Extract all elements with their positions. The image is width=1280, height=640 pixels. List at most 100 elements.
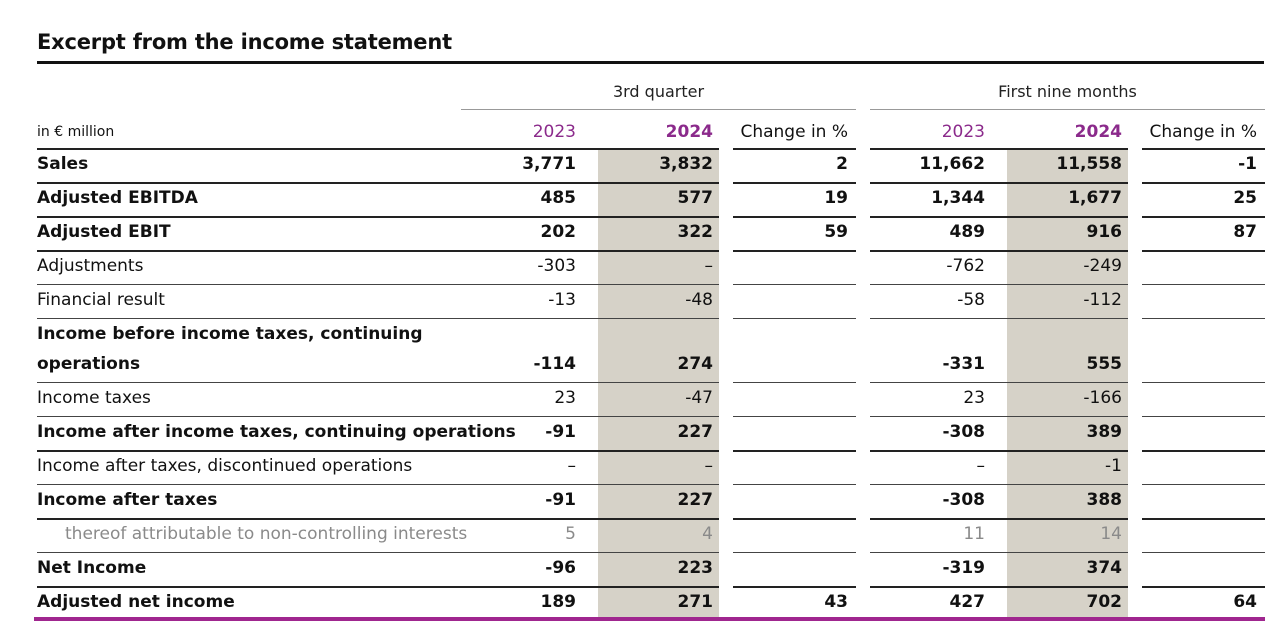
- row-divider: [598, 382, 719, 383]
- cell-n24: 702: [1086, 592, 1123, 612]
- group-rule-quarter: [461, 109, 856, 110]
- cell-qc: 43: [824, 592, 848, 612]
- row-divider: [37, 382, 484, 383]
- row-label: Adjusted EBIT: [37, 222, 171, 242]
- row-divider: [598, 148, 719, 150]
- row-divider: [1007, 284, 1128, 285]
- unit-label: in € million: [37, 124, 115, 140]
- row-divider: [37, 148, 484, 150]
- cell-q24: 577: [677, 188, 714, 208]
- row-divider: [461, 318, 598, 319]
- row-divider: [870, 382, 1007, 383]
- cell-n23: 23: [963, 388, 985, 408]
- cell-q23: 3,771: [522, 154, 576, 174]
- page-title: Excerpt from the income statement: [37, 30, 452, 54]
- cell-n23: -331: [942, 354, 985, 374]
- cell-q24: 3,832: [659, 154, 713, 174]
- row-divider: [598, 250, 719, 252]
- row-divider: [598, 518, 719, 520]
- col-header-q2023: 2023: [532, 122, 576, 142]
- cell-qc: 59: [824, 222, 848, 242]
- cell-q24: 4: [702, 524, 713, 544]
- cell-n24: -112: [1083, 290, 1122, 310]
- row-divider: [37, 586, 484, 588]
- row-divider: [461, 284, 598, 285]
- row-divider: [37, 450, 484, 452]
- row-divider: [461, 182, 598, 184]
- bottom-accent-rule: [34, 617, 1265, 621]
- row-divider: [1142, 586, 1265, 588]
- row-divider: [870, 284, 1007, 285]
- row-divider: [1142, 382, 1265, 383]
- row-divider: [733, 182, 856, 184]
- cell-q24: 271: [677, 592, 714, 612]
- row-divider: [870, 484, 1007, 485]
- row-divider: [870, 148, 1007, 150]
- cell-q23: 23: [554, 388, 576, 408]
- col-header-n-change: Change in %: [1149, 122, 1257, 142]
- row-divider: [37, 318, 484, 319]
- row-divider: [461, 518, 598, 520]
- row-divider: [1007, 182, 1128, 184]
- row-divider: [1007, 382, 1128, 383]
- row-divider: [1007, 216, 1128, 218]
- cell-n24: -166: [1083, 388, 1122, 408]
- cell-n23: 427: [949, 592, 986, 612]
- row-divider: [1007, 148, 1128, 150]
- row-divider: [461, 586, 598, 588]
- row-divider: [1007, 518, 1128, 520]
- row-divider: [733, 318, 856, 319]
- row-divider: [733, 450, 856, 452]
- group-header-quarter: 3rd quarter: [612, 82, 705, 101]
- cell-n24: 1,677: [1068, 188, 1122, 208]
- row-divider: [461, 250, 598, 252]
- row-divider: [870, 450, 1007, 452]
- row-divider: [461, 148, 598, 150]
- row-label: Adjusted EBITDA: [37, 188, 198, 208]
- group-header-nine-months: First nine months: [998, 82, 1137, 101]
- row-divider: [598, 552, 719, 553]
- cell-n24: 555: [1086, 354, 1123, 374]
- row-divider: [870, 552, 1007, 553]
- cell-nc: 25: [1233, 188, 1257, 208]
- shade-n2024: [1007, 148, 1128, 618]
- shade-q2024: [598, 148, 719, 618]
- row-divider: [870, 318, 1007, 319]
- cell-q23: 485: [540, 188, 577, 208]
- row-divider: [598, 484, 719, 485]
- row-divider: [733, 416, 856, 417]
- row-divider: [1007, 416, 1128, 417]
- row-label: Adjustments: [37, 256, 144, 276]
- row-divider: [37, 250, 484, 252]
- cell-n24: 916: [1086, 222, 1123, 242]
- row-divider: [598, 450, 719, 452]
- group-rule-nine-months: [870, 109, 1265, 110]
- row-divider: [1142, 552, 1265, 553]
- cell-n23: 11,662: [919, 154, 985, 174]
- cell-n24: 14: [1100, 524, 1122, 544]
- row-divider: [1007, 450, 1128, 452]
- cell-q24: –: [704, 256, 714, 276]
- row-divider: [37, 518, 484, 520]
- row-label: Sales: [37, 154, 89, 174]
- col-header-q-change: Change in %: [740, 122, 848, 142]
- cell-q23: -303: [537, 256, 576, 276]
- row-divider: [1142, 216, 1265, 218]
- row-divider: [461, 216, 598, 218]
- cell-n24: -249: [1083, 256, 1122, 276]
- cell-n24: 389: [1086, 422, 1123, 442]
- cell-q23: 189: [540, 592, 577, 612]
- cell-q24: 227: [677, 422, 714, 442]
- row-divider: [733, 148, 856, 150]
- cell-n24: 388: [1086, 490, 1123, 510]
- row-divider: [598, 284, 719, 285]
- row-divider: [1007, 484, 1128, 485]
- col-header-n2023: 2023: [941, 122, 985, 142]
- row-divider: [733, 518, 856, 520]
- row-divider: [598, 318, 719, 319]
- row-divider: [733, 552, 856, 553]
- row-divider: [733, 382, 856, 383]
- cell-nc: 64: [1233, 592, 1257, 612]
- row-divider: [870, 586, 1007, 588]
- row-divider: [1142, 518, 1265, 520]
